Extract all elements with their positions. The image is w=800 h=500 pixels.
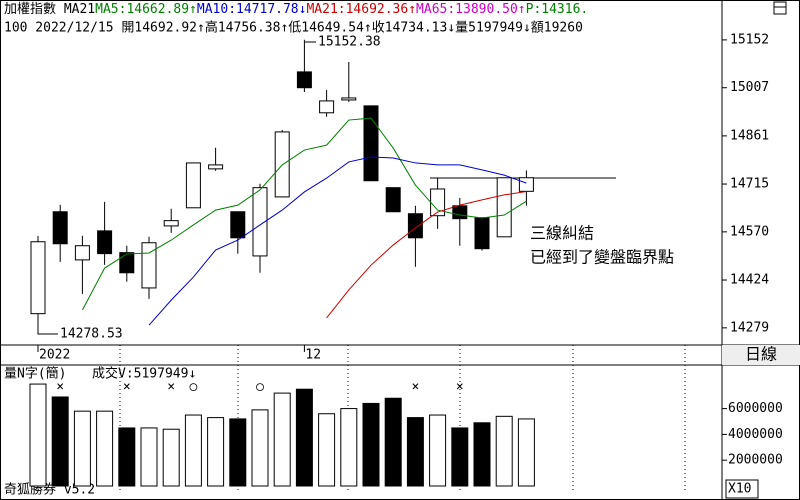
high-label: 15152.38 <box>318 35 381 50</box>
candle-body <box>518 177 534 192</box>
volume-bar <box>406 417 424 487</box>
signal: × <box>411 380 419 395</box>
volume-bar <box>140 427 158 487</box>
note: 三線糾結 <box>530 224 594 243</box>
signal: × <box>56 380 64 395</box>
candle-body <box>208 164 224 170</box>
candle-body <box>30 241 46 315</box>
volume-bar <box>429 414 447 487</box>
y-tick-label: 14715 <box>730 177 769 192</box>
candle-body <box>119 252 135 274</box>
y-tick-label: 14570 <box>730 224 769 239</box>
y-tick-label: 14861 <box>730 128 769 143</box>
period-box <box>722 345 800 365</box>
volume-bar <box>184 414 202 487</box>
volume-bar <box>495 415 513 487</box>
header-item: MA21:14692.36↑ <box>306 2 416 17</box>
volume-bar <box>451 427 469 487</box>
x-tick-label: 2022 <box>39 348 70 363</box>
volume-bar <box>251 409 269 487</box>
y-tick-label: 15152 <box>730 32 769 47</box>
candle-body <box>252 187 268 257</box>
signal: × <box>123 380 131 395</box>
volume-bar <box>318 413 336 487</box>
volume-bar <box>295 388 313 487</box>
note: 已經到了變盤臨界點 <box>530 248 674 267</box>
header-item: 加權指數 MA21 <box>4 2 95 17</box>
signal: × <box>167 380 175 395</box>
candle-body <box>230 211 246 239</box>
header-item: MA65:13890.50↑ <box>416 2 526 17</box>
volume-bar <box>207 417 225 487</box>
volume-tick-label: 6000000 <box>728 401 783 416</box>
candle-body <box>74 245 90 261</box>
footer: 奇狐勝券 v5.2 <box>4 482 95 498</box>
candle-body <box>452 205 468 220</box>
window-button[interactable] <box>773 1 787 15</box>
x-tick-label: 12 <box>305 348 321 363</box>
volume-bar <box>517 418 535 487</box>
volume-bar <box>384 397 402 487</box>
candle-body <box>341 97 357 101</box>
header-item: MA5:14662.89↑ <box>95 2 197 17</box>
volume-bar <box>118 427 136 487</box>
scale-label: X10 <box>728 482 751 497</box>
volume-label: 成交V:5197949↓ <box>92 366 196 382</box>
volume-bar <box>51 396 69 487</box>
volume-tick-label: 2000000 <box>728 453 783 468</box>
volume-bar <box>96 410 114 487</box>
candle-body <box>319 100 335 114</box>
price-area <box>30 39 534 329</box>
candle-body <box>97 230 113 255</box>
candle-body <box>141 242 157 289</box>
candle-body <box>163 220 179 227</box>
candle-body <box>474 217 490 250</box>
header-item: MA10:14717.78↓ <box>197 2 307 17</box>
candle-body <box>385 187 401 213</box>
volume-bar <box>162 428 180 487</box>
candle-body <box>496 177 512 238</box>
volume-bar <box>473 422 491 487</box>
candle-body <box>52 211 68 245</box>
header-line1: 加權指數 MA21MA5:14662.89↑MA10:14717.78↓MA21… <box>4 2 588 17</box>
volume-bar <box>273 392 291 487</box>
volume-bar <box>229 418 247 487</box>
volume-tick-label: 4000000 <box>728 427 783 442</box>
volume-bar <box>340 408 358 487</box>
volume-bar <box>362 402 380 487</box>
signal: ○ <box>256 380 264 395</box>
period-label: 日線 <box>745 345 777 364</box>
y-tick-label: 14279 <box>730 320 769 335</box>
volume-bar <box>73 410 91 487</box>
y-tick-label: 14424 <box>730 273 769 288</box>
volume-title: 量N字(簡) <box>4 367 66 382</box>
ma-line <box>148 156 527 326</box>
signal: ○ <box>189 380 197 395</box>
candle-body <box>296 71 312 89</box>
header-item: P:14316. <box>526 2 589 17</box>
ma-line <box>81 117 527 311</box>
candle-body <box>363 105 379 182</box>
y-tick-label: 15007 <box>730 80 769 95</box>
header-line2: 100 2022/12/15 開14692.92↑高14756.38↑低1464… <box>4 20 583 36</box>
ma-line <box>326 191 527 319</box>
signal: × <box>456 380 464 395</box>
candle-body <box>185 162 201 209</box>
low-label: 14278.53 <box>60 327 123 342</box>
candle-body <box>407 213 423 239</box>
volume-bar <box>29 383 47 487</box>
scale-box[interactable] <box>725 479 759 499</box>
